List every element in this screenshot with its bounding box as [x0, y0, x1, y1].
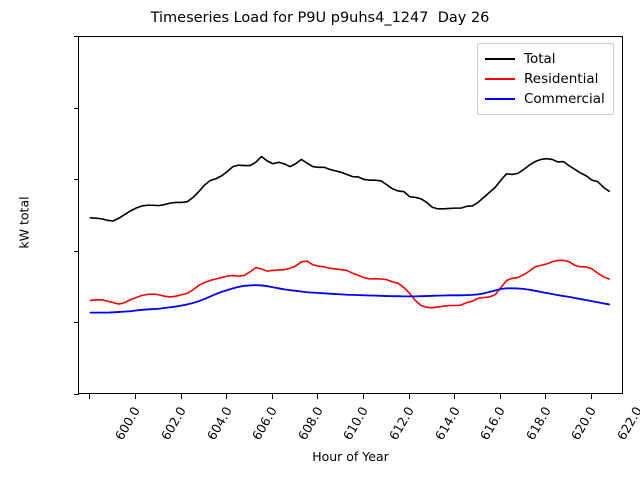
x-axis-tick-label: 606.0: [249, 404, 281, 443]
y-axis-label: kW total: [16, 196, 32, 249]
x-axis-tick-label: 616.0: [477, 404, 509, 443]
x-axis-tick-mark: [363, 394, 365, 399]
legend-swatch-commercial: [485, 98, 515, 100]
x-axis-tick-mark: [408, 394, 410, 399]
x-axis-tick-mark: [317, 394, 319, 399]
legend-item-residential[interactable]: Residential: [485, 69, 605, 89]
y-axis-tick-mark: [74, 322, 79, 324]
legend-label: Residential: [524, 71, 599, 87]
x-axis-tick-mark: [226, 394, 228, 399]
x-axis-tick-mark: [271, 394, 273, 399]
x-axis-tick-label: 612.0: [385, 404, 417, 443]
x-axis-tick-mark: [454, 394, 456, 399]
x-axis-tick-label: 610.0: [340, 404, 372, 443]
x-axis-tick-mark: [591, 394, 593, 399]
legend-label: Total: [524, 51, 556, 67]
y-axis-tick-mark: [74, 394, 79, 395]
legend-item-total[interactable]: Total: [485, 49, 605, 69]
y-axis-tick-mark: [74, 36, 79, 37]
legend-swatch-total: [485, 58, 515, 60]
x-axis-tick-label: 604.0: [203, 404, 235, 443]
x-axis-tick-mark: [135, 394, 136, 399]
x-axis-tick-mark: [89, 394, 91, 399]
y-axis-tick-mark: [74, 107, 79, 109]
series-line-residential: [89, 259, 610, 309]
x-axis-tick-label: 614.0: [431, 404, 463, 443]
x-axis-tick-label: 600.0: [112, 404, 144, 443]
legend-label: Commercial: [524, 91, 605, 107]
x-axis-tick-label: 622.0: [613, 404, 640, 443]
x-axis-tick-mark: [499, 394, 501, 399]
x-axis-tick-label: 602.0: [157, 404, 189, 443]
legend-item-commercial[interactable]: Commercial: [485, 89, 605, 109]
legend-swatch-residential: [485, 78, 515, 80]
series-line-total: [89, 155, 610, 222]
x-axis-tick-label: 618.0: [522, 404, 554, 443]
x-axis-tick-label: 620.0: [568, 404, 600, 443]
chart-title: Timeseries Load for P9U p9uhs4_1247 Day …: [150, 10, 490, 26]
series-line-commercial: [89, 284, 611, 314]
legend: Total Residential Commercial: [477, 43, 614, 115]
x-axis-tick-label: 608.0: [294, 404, 326, 443]
y-axis-tick-mark: [74, 179, 79, 181]
x-axis-tick-mark: [180, 394, 182, 399]
x-axis-label: Hour of Year: [312, 449, 389, 464]
series-canvas: [89, 155, 611, 314]
x-axis-tick-mark: [545, 394, 547, 399]
y-axis-tick-mark: [74, 250, 79, 252]
